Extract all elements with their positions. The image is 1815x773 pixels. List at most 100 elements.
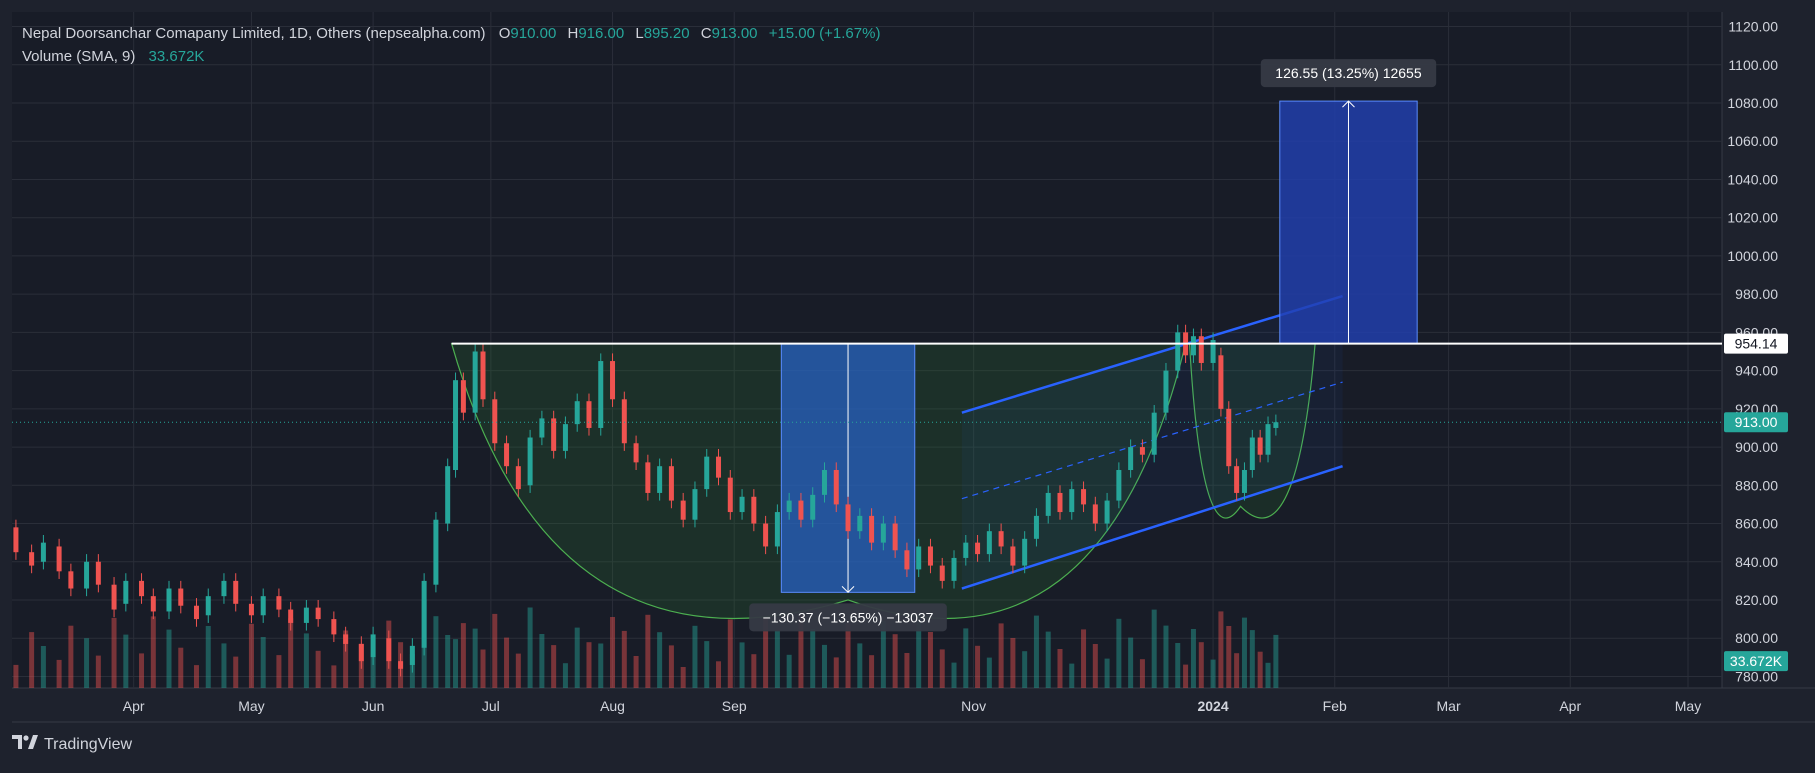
tradingview-logo-icon[interactable]: [12, 735, 38, 754]
candle[interactable]: [562, 416, 568, 459]
candle[interactable]: [551, 410, 557, 459]
candle[interactable]: [1057, 485, 1063, 520]
candle[interactable]: [692, 481, 698, 528]
candle[interactable]: [774, 504, 780, 555]
candle[interactable]: [398, 653, 404, 677]
candle[interactable]: [480, 343, 486, 407]
candle[interactable]: [1265, 416, 1271, 463]
candle[interactable]: [56, 538, 62, 579]
candle[interactable]: [621, 391, 627, 451]
candle[interactable]: [421, 573, 427, 656]
candle[interactable]: [739, 489, 745, 520]
candle[interactable]: [786, 492, 792, 520]
candle[interactable]: [409, 638, 415, 673]
candle[interactable]: [221, 573, 227, 604]
candle[interactable]: [84, 554, 90, 597]
candle[interactable]: [810, 487, 816, 528]
candle[interactable]: [1175, 324, 1181, 379]
candle[interactable]: [460, 372, 466, 421]
candle[interactable]: [358, 636, 364, 669]
candle[interactable]: [845, 496, 851, 539]
candle[interactable]: [869, 508, 875, 551]
candle[interactable]: [704, 448, 710, 497]
candle[interactable]: [998, 523, 1004, 555]
candle[interactable]: [821, 462, 827, 503]
candle[interactable]: [927, 538, 933, 574]
candle[interactable]: [1210, 332, 1216, 371]
candle[interactable]: [139, 573, 145, 604]
candle[interactable]: [343, 626, 349, 652]
price-axis[interactable]: 1120.00 1100.00 1080.00 1060.00 1040.00 1020.…: [1727, 19, 1778, 685]
candle[interactable]: [1249, 429, 1255, 478]
candle[interactable]: [751, 489, 757, 532]
candle[interactable]: [1139, 439, 1145, 463]
candle[interactable]: [539, 410, 545, 446]
candle[interactable]: [1104, 492, 1110, 532]
candle[interactable]: [1092, 496, 1098, 532]
candle[interactable]: [986, 523, 992, 562]
candle[interactable]: [975, 534, 981, 562]
candle[interactable]: [1257, 429, 1263, 463]
candle[interactable]: [40, 534, 46, 570]
symbol-title[interactable]: Nepal Doorsanchar Comapany Limited, 1D, …: [22, 25, 486, 42]
candle[interactable]: [833, 462, 839, 513]
volume-label[interactable]: Volume (SMA, 9): [22, 48, 136, 65]
candle[interactable]: [453, 372, 459, 478]
candle[interactable]: [1241, 462, 1247, 501]
candle[interactable]: [527, 429, 533, 493]
candle[interactable]: [1273, 414, 1279, 436]
candle[interactable]: [248, 596, 254, 623]
candle[interactable]: [904, 542, 910, 578]
candle[interactable]: [598, 353, 604, 436]
candle[interactable]: [610, 353, 616, 407]
candle[interactable]: [657, 458, 663, 501]
candle[interactable]: [880, 515, 886, 551]
candle[interactable]: [1151, 405, 1157, 463]
candle[interactable]: [433, 512, 439, 593]
candle[interactable]: [727, 470, 733, 520]
candle[interactable]: [95, 554, 101, 593]
channel-lower-line[interactable]: [961, 464, 1343, 590]
candle[interactable]: [178, 580, 184, 614]
candle[interactable]: [645, 454, 651, 501]
candle[interactable]: [150, 588, 156, 620]
candle[interactable]: [276, 588, 282, 618]
candle[interactable]: [1128, 439, 1134, 478]
candle[interactable]: [1226, 401, 1232, 474]
candle[interactable]: [504, 435, 510, 474]
candle[interactable]: [1116, 462, 1122, 509]
candle[interactable]: [798, 492, 804, 528]
candle[interactable]: [1045, 485, 1051, 524]
candle[interactable]: [1234, 458, 1240, 501]
candle[interactable]: [1022, 531, 1028, 574]
candle[interactable]: [633, 435, 639, 471]
candle[interactable]: [166, 580, 172, 620]
candle[interactable]: [951, 550, 957, 589]
candle[interactable]: [123, 573, 129, 612]
candle[interactable]: [1033, 508, 1039, 547]
candle[interactable]: [370, 626, 376, 665]
candle[interactable]: [386, 630, 392, 669]
measure-down-box[interactable]: −130.37 (−13.65%) −13037: [749, 343, 947, 632]
candle[interactable]: [260, 588, 266, 623]
candle[interactable]: [1010, 538, 1016, 574]
candle[interactable]: [939, 557, 945, 589]
candle[interactable]: [668, 458, 674, 509]
candle[interactable]: [1198, 328, 1204, 371]
candle[interactable]: [892, 515, 898, 558]
candle[interactable]: [13, 519, 19, 560]
candle[interactable]: [1190, 328, 1196, 363]
candle[interactable]: [963, 534, 969, 566]
candle[interactable]: [916, 538, 922, 578]
candle[interactable]: [288, 601, 294, 631]
candle[interactable]: [1218, 347, 1224, 417]
candle[interactable]: [29, 544, 35, 574]
candle[interactable]: [586, 393, 592, 436]
time-axis[interactable]: Apr May Jun Jul Aug Sep Nov 2024 Feb Mar Apr May: [123, 698, 1701, 714]
measure-up-box[interactable]: 126.55 (13.25%) 12655: [1260, 59, 1437, 345]
candle[interactable]: [193, 598, 199, 627]
candle[interactable]: [680, 492, 686, 528]
channel-upper-line[interactable]: [961, 294, 1343, 414]
candle[interactable]: [445, 458, 451, 532]
candle[interactable]: [111, 577, 117, 618]
